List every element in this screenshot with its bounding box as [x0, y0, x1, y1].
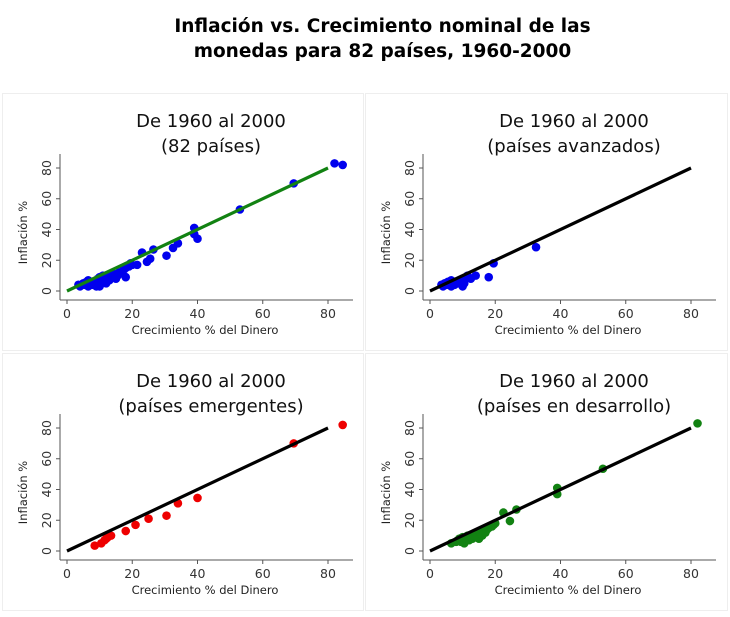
y-tick-label: 40: [39, 222, 54, 238]
data-point: [121, 272, 131, 282]
y-tick-label: 80: [402, 160, 417, 176]
data-point: [132, 260, 142, 270]
main-title-line1: Inflación vs. Crecimiento nominal de las: [174, 16, 591, 37]
x-tick-label: 0: [63, 306, 71, 321]
chart-svg: De 1960 al 2000 (países avanzados) 0 20 40 60…: [379, 111, 716, 337]
y-tick-label: 80: [402, 420, 417, 436]
x-tick-label: 20: [487, 306, 503, 321]
chart-title-line1: De 1960 al 2000: [499, 371, 649, 392]
y-tick-label: 0: [39, 287, 54, 295]
panel-developing-countries: De 1960 al 2000 (países en desarrollo) 0 20…: [365, 353, 728, 611]
data-point: [193, 234, 202, 244]
x-tick-label: 80: [683, 566, 699, 581]
y-tick-label: 20: [402, 512, 417, 528]
x-tick-label: 80: [683, 306, 699, 321]
x-tick-label: 60: [255, 306, 271, 321]
x-tick-label: 20: [487, 566, 503, 581]
y-tick-label: 80: [39, 160, 54, 176]
x-tick-label: 60: [618, 306, 634, 321]
data-point: [106, 531, 116, 540]
y-axis-label: Inflación %: [379, 461, 393, 524]
x-tick-label: 60: [255, 566, 271, 581]
y-tick-label: 60: [402, 191, 417, 207]
x-tick-label: 40: [190, 306, 206, 321]
x-axis-label: Crecimiento % del Dinero: [132, 323, 279, 337]
y-tick-label: 80: [39, 420, 54, 436]
fit-line: [66, 166, 329, 293]
x-tick-label: 20: [124, 566, 140, 581]
x-tick-label: 80: [320, 566, 336, 581]
y-axis-label: Inflación %: [379, 201, 393, 264]
chart-svg: De 1960 al 2000 (países emergentes) 0 20 40 6…: [16, 371, 353, 597]
panel-emerging-countries: De 1960 al 2000 (países emergentes) 0 20 40 6…: [2, 353, 364, 611]
chart-title-line2: (países avanzados): [487, 136, 660, 157]
y-tick-label: 20: [39, 512, 54, 528]
fit-line: [66, 426, 329, 553]
data-point: [338, 420, 347, 430]
y-axis-label: Inflación %: [16, 201, 30, 264]
x-tick-label: 20: [124, 306, 140, 321]
y-tick-label: 0: [402, 547, 417, 555]
data-point: [90, 541, 100, 550]
chart-title-line2: (países emergentes): [118, 396, 303, 417]
main-title: Inflación vs. Crecimiento nominal de las…: [0, 14, 730, 64]
y-tick-label: 20: [402, 252, 417, 268]
data-point: [505, 516, 515, 526]
x-tick-label: 0: [426, 566, 434, 581]
data-point: [484, 272, 494, 282]
y-axis-label: Inflación %: [16, 461, 30, 524]
data-point: [693, 419, 702, 428]
data-point: [144, 514, 153, 524]
panel-all-countries: De 1960 al 2000 (82 países) 0 20 40 60 80 0 20 40…: [2, 93, 364, 351]
x-tick-label: 60: [618, 566, 634, 581]
x-axis-label: Crecimiento % del Dinero: [132, 583, 279, 597]
data-point: [121, 526, 131, 536]
y-tick-label: 60: [402, 451, 417, 467]
chart-svg: De 1960 al 2000 (82 países) 0 20 40 60 80 0 20 40…: [16, 111, 353, 337]
y-tick-label: 60: [39, 191, 54, 207]
x-tick-label: 0: [426, 306, 434, 321]
panel-advanced-countries: De 1960 al 2000 (países avanzados) 0 20 40 60…: [365, 93, 728, 351]
data-point: [338, 160, 347, 170]
main-title-line2: monedas para 82 países, 1960-2000: [193, 41, 572, 62]
y-tick-label: 60: [39, 451, 54, 467]
x-axis-label: Crecimiento % del Dinero: [495, 583, 642, 597]
chart-title-line2: (82 países): [161, 136, 261, 157]
x-tick-label: 40: [553, 306, 569, 321]
y-tick-label: 0: [39, 547, 54, 555]
data-point: [162, 511, 171, 520]
y-tick-label: 40: [402, 482, 417, 498]
chart-title-line2: (países en desarrollo): [477, 396, 671, 417]
x-tick-label: 40: [553, 566, 569, 581]
x-tick-label: 40: [190, 566, 206, 581]
x-tick-label: 0: [63, 566, 71, 581]
y-tick-label: 40: [39, 482, 54, 498]
data-point: [162, 251, 171, 260]
data-point: [145, 254, 155, 264]
data-point: [131, 520, 140, 530]
chart-title-line1: De 1960 al 2000: [136, 111, 286, 132]
fit-line: [429, 426, 692, 553]
data-point: [471, 271, 480, 280]
data-point: [330, 159, 339, 168]
data-point: [531, 242, 541, 252]
y-tick-label: 20: [39, 252, 54, 268]
chart-svg: De 1960 al 2000 (países en desarrollo) 0 20…: [379, 371, 716, 597]
x-axis-label: Crecimiento % del Dinero: [495, 323, 642, 337]
chart-title-line1: De 1960 al 2000: [499, 111, 649, 132]
y-tick-label: 0: [402, 287, 417, 295]
y-tick-label: 40: [402, 222, 417, 238]
data-point: [193, 493, 202, 503]
x-tick-label: 80: [320, 306, 336, 321]
fit-line: [429, 166, 692, 293]
chart-title-line1: De 1960 al 2000: [136, 371, 286, 392]
